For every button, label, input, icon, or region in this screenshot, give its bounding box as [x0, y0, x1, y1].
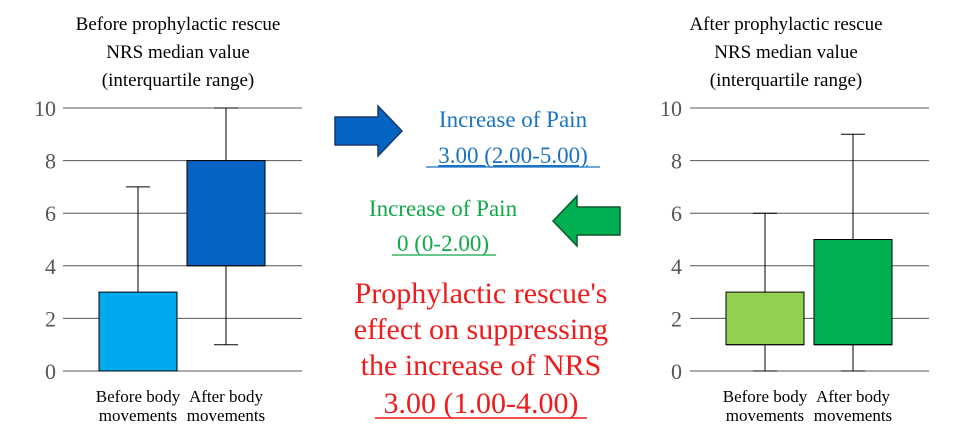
blue-increase-value: 3.00 (2.00-5.00) — [438, 143, 587, 168]
right-y-tick-label: 4 — [671, 254, 682, 279]
right-chart-title-line-2: NRS median value — [714, 42, 858, 63]
red-effect-value: 3.00 (1.00-4.00) — [384, 387, 579, 420]
left-category-label: Before body — [96, 387, 181, 406]
right-chart-title-line-3: (interquartile range) — [710, 70, 862, 91]
right-category-label: movements — [814, 406, 892, 425]
left-y-tick-label: 4 — [45, 254, 56, 279]
right-chart-title-line-1: After prophylactic rescue — [689, 14, 882, 35]
right-y-tick-label: 2 — [671, 306, 682, 331]
left-arrow-icon — [551, 194, 621, 248]
blue-increase-label: Increase of Pain — [439, 107, 588, 132]
left-y-tick-label: 0 — [45, 359, 56, 384]
left-y-tick-label: 2 — [45, 306, 56, 331]
red-effect-line-2: effect on suppressing — [354, 313, 608, 346]
right-arrow-icon — [334, 104, 404, 158]
left-y-tick-label: 8 — [45, 149, 56, 174]
left-y-tick-label: 6 — [45, 201, 56, 226]
right-category-label: movements — [726, 406, 804, 425]
right-y-tick-label: 10 — [660, 96, 682, 121]
right-y-tick-label: 8 — [671, 149, 682, 174]
green-increase-value: 0 (0-2.00) — [397, 231, 489, 256]
left-chart-title-line-1: Before prophylactic rescue — [76, 14, 281, 35]
left-category-label: movements — [99, 406, 177, 425]
left-category-label: After body — [189, 387, 264, 406]
left-box-after — [186, 160, 266, 267]
left-y-tick-label: 10 — [34, 96, 56, 121]
green-increase-label: Increase of Pain — [369, 196, 518, 221]
red-effect-line-3: the increase of NRS — [361, 349, 602, 382]
right-y-tick-label: 6 — [671, 201, 682, 226]
left-category-label: movements — [187, 406, 265, 425]
right-box-after — [813, 239, 893, 346]
left-chart-title-line-2: NRS median value — [106, 42, 250, 63]
left-box-before — [98, 291, 178, 372]
left-chart-title-line-3: (interquartile range) — [102, 70, 254, 91]
red-effect-line-1: Prophylactic rescue's — [355, 277, 608, 310]
right-box-before — [725, 291, 805, 346]
right-category-label: Before body — [723, 387, 808, 406]
right-category-label: After body — [816, 387, 891, 406]
right-y-tick-label: 0 — [671, 359, 682, 384]
